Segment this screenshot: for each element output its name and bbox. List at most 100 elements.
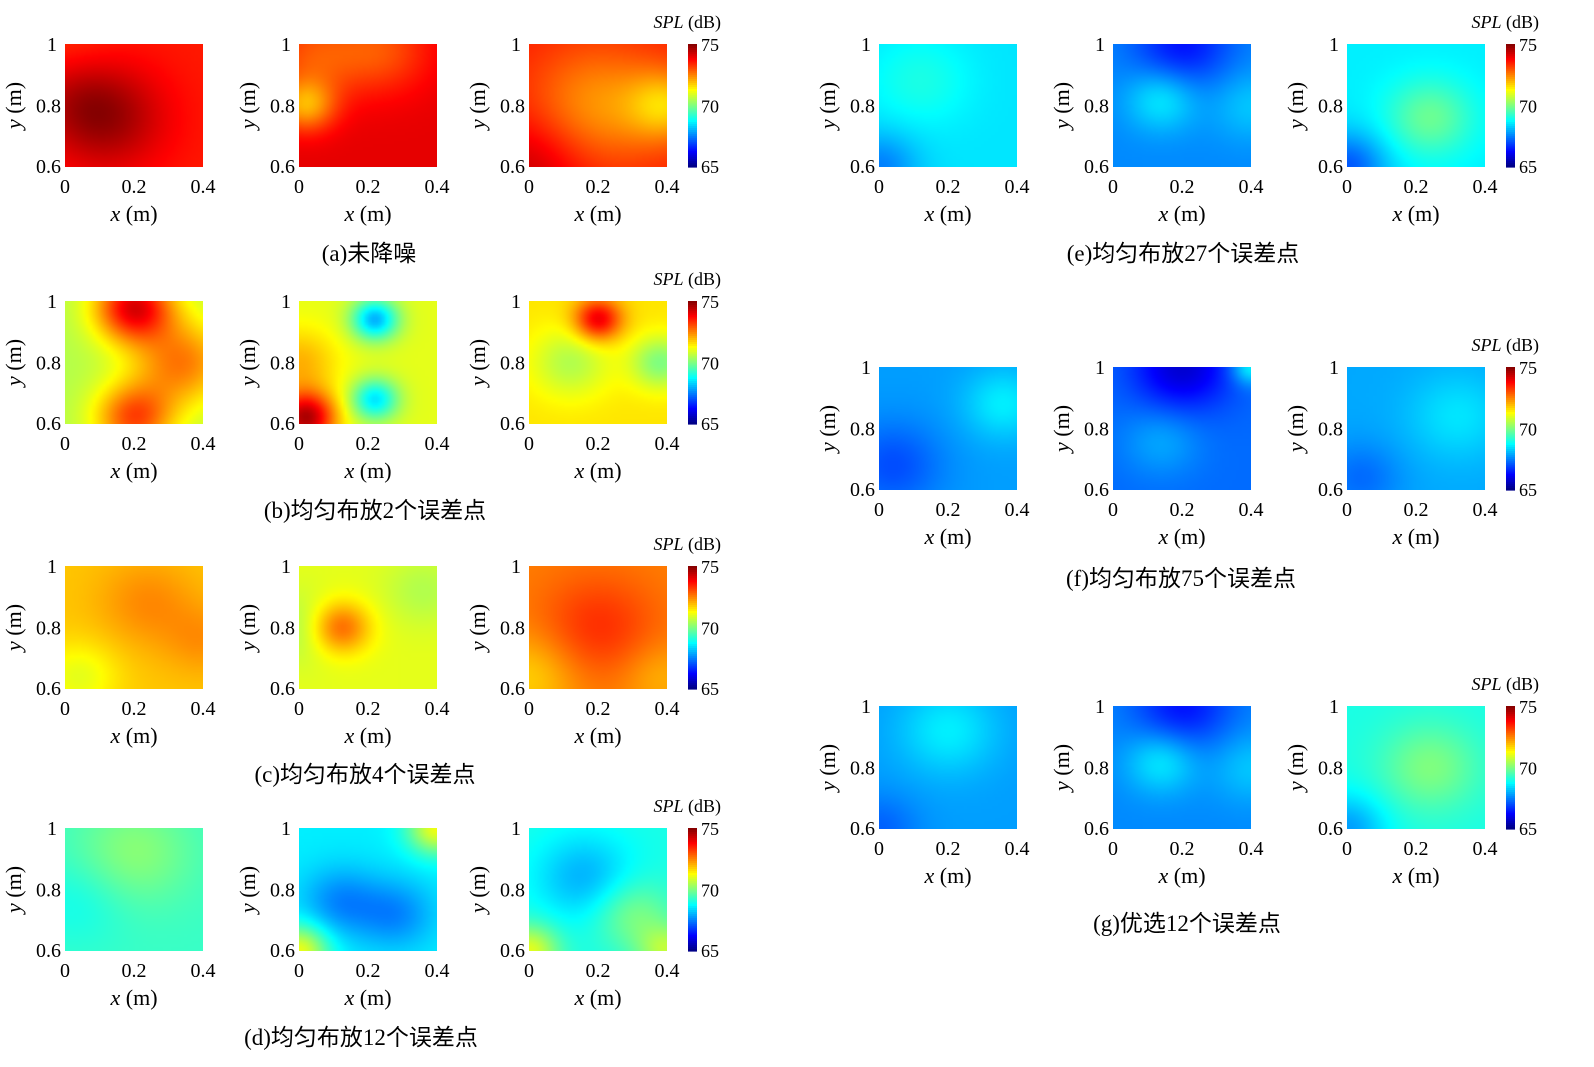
colorbar-swatch bbox=[688, 858, 697, 862]
heatmap-panel: 1 0.8 0.60 0.2 0.4 x (m) y (m) bbox=[1, 291, 216, 483]
x-tick-label: 0.4 bbox=[1005, 176, 1030, 198]
y-tick-label: 0.6 bbox=[270, 413, 295, 435]
y-tick-label: 0.6 bbox=[270, 678, 295, 700]
colorbar-title: SPL (dB) bbox=[653, 796, 721, 817]
colorbar: 75 70 65 SPL (dB) bbox=[653, 534, 721, 699]
colorbar-swatch bbox=[688, 948, 697, 952]
y-tick-label: 1 bbox=[511, 556, 521, 578]
x-tick-label: 0.4 bbox=[191, 698, 216, 720]
subfigure-caption: (e)均匀布放27个误差点 bbox=[1066, 241, 1300, 266]
x-axis-label: x (m) bbox=[573, 985, 621, 1010]
colorbar-swatch bbox=[688, 629, 697, 633]
colorbar-title: SPL (dB) bbox=[653, 534, 721, 555]
colorbar-swatch bbox=[688, 158, 697, 162]
colorbar-swatch bbox=[688, 78, 697, 82]
colorbar-swatch bbox=[688, 893, 697, 897]
colorbar-tick-label: 65 bbox=[1519, 480, 1537, 500]
colorbar-swatch bbox=[688, 889, 697, 893]
y-tick-label: 0.8 bbox=[36, 96, 61, 118]
y-tick-label: 0.8 bbox=[500, 880, 525, 902]
heatmap-field bbox=[529, 301, 667, 424]
heatmap-panel: 1 0.8 0.60 0.2 0.4 x (m) y (m) bbox=[235, 556, 450, 748]
heatmap-panel: 1 0.8 0.60 0.2 0.4 x (m) y (m) bbox=[1283, 357, 1498, 549]
colorbar-swatch bbox=[688, 136, 697, 139]
colorbar-swatch bbox=[688, 68, 697, 72]
colorbar-swatch bbox=[1506, 93, 1515, 96]
heatmap-panel: 1 0.8 0.60 0.2 0.4 x (m) y (m) bbox=[465, 34, 680, 226]
colorbar-swatch bbox=[1506, 426, 1515, 430]
y-tick-label: 0.6 bbox=[1318, 479, 1343, 501]
colorbar-title: SPL (dB) bbox=[1471, 674, 1539, 695]
colorbar-swatch bbox=[1506, 50, 1515, 53]
y-tick-label: 1 bbox=[1329, 696, 1339, 718]
colorbar-swatch bbox=[1506, 68, 1515, 72]
heatmap-panel: 1 0.8 0.60 0.2 0.4 x (m) y (m) bbox=[1283, 696, 1498, 888]
y-tick-label: 0.6 bbox=[1084, 818, 1109, 840]
heatmap-field bbox=[299, 566, 437, 689]
colorbar-swatch bbox=[688, 82, 697, 86]
colorbar-swatch bbox=[688, 602, 697, 606]
colorbar-swatch bbox=[1506, 387, 1515, 391]
x-tick-label: 0 bbox=[1342, 176, 1352, 198]
y-tick-label: 1 bbox=[281, 34, 291, 56]
colorbar-swatch bbox=[1506, 740, 1515, 744]
colorbar-swatch bbox=[1506, 781, 1515, 785]
x-tick-label: 0.2 bbox=[1170, 499, 1195, 521]
colorbar-swatch bbox=[688, 403, 697, 407]
x-tick-label: 0.2 bbox=[356, 176, 381, 198]
y-tick-label: 0.6 bbox=[850, 818, 875, 840]
y-tick-label: 0.6 bbox=[1084, 156, 1109, 178]
colorbar-swatch bbox=[1506, 708, 1515, 711]
x-axis-label: x (m) bbox=[109, 458, 157, 483]
x-tick-label: 0.2 bbox=[122, 698, 147, 720]
colorbar-swatch bbox=[688, 119, 697, 123]
colorbar: 75 70 65 SPL (dB) bbox=[653, 796, 721, 961]
colorbar-swatch bbox=[688, 370, 697, 374]
colorbar-swatch bbox=[688, 134, 697, 137]
x-tick-label: 0 bbox=[294, 960, 304, 982]
y-tick-label: 1 bbox=[861, 696, 871, 718]
x-axis-label: x (m) bbox=[573, 201, 621, 226]
colorbar-swatch bbox=[1506, 744, 1515, 748]
y-tick-label: 0.6 bbox=[500, 678, 525, 700]
heatmap-panel: 1 0.8 0.60 0.2 0.4 x (m) y (m) bbox=[1049, 357, 1264, 549]
heatmap-panel: 1 0.8 0.60 0.2 0.4 x (m) y (m) bbox=[465, 818, 680, 1010]
colorbar-swatch bbox=[1506, 54, 1515, 57]
colorbar-tick-label: 70 bbox=[1519, 759, 1537, 779]
x-tick-label: 0 bbox=[1108, 838, 1118, 860]
y-tick-label: 1 bbox=[1095, 696, 1105, 718]
x-tick-label: 0 bbox=[60, 176, 70, 198]
colorbar-swatch bbox=[1506, 761, 1515, 764]
colorbar-swatch bbox=[1506, 107, 1515, 111]
colorbar-swatch bbox=[1506, 473, 1515, 477]
colorbar-swatch bbox=[688, 864, 697, 868]
colorbar-swatch bbox=[688, 335, 697, 339]
y-tick-label: 1 bbox=[1329, 34, 1339, 56]
colorbar-swatch bbox=[1506, 154, 1515, 158]
y-tick-label: 0.8 bbox=[500, 353, 525, 375]
colorbar-swatch bbox=[1506, 455, 1515, 458]
colorbar-swatch bbox=[688, 586, 697, 590]
colorbar-swatch bbox=[688, 56, 697, 59]
colorbar-swatch bbox=[688, 113, 697, 117]
y-tick-label: 0.8 bbox=[1084, 758, 1109, 780]
colorbar-swatch bbox=[1506, 46, 1515, 49]
colorbar-swatch bbox=[1506, 410, 1515, 413]
colorbar-swatch bbox=[1506, 736, 1515, 740]
heatmap-field bbox=[879, 367, 1017, 490]
heatmap-field bbox=[1347, 367, 1485, 490]
colorbar-swatch bbox=[1506, 99, 1515, 102]
colorbar-swatch bbox=[688, 111, 697, 115]
colorbar-swatch bbox=[1506, 132, 1515, 135]
colorbar-swatch bbox=[688, 916, 697, 919]
heatmap-field bbox=[299, 44, 437, 167]
colorbar-swatch bbox=[688, 395, 697, 398]
colorbar-swatch bbox=[688, 72, 697, 76]
colorbar-swatch bbox=[688, 64, 697, 68]
colorbar-swatch bbox=[688, 576, 697, 579]
heatmap-panel: 1 0.8 0.60 0.2 0.4 x (m) y (m) bbox=[815, 34, 1030, 226]
colorbar-swatch bbox=[688, 901, 697, 905]
colorbar-swatch bbox=[1506, 115, 1515, 119]
x-tick-label: 0 bbox=[524, 698, 534, 720]
x-tick-label: 0 bbox=[1342, 838, 1352, 860]
